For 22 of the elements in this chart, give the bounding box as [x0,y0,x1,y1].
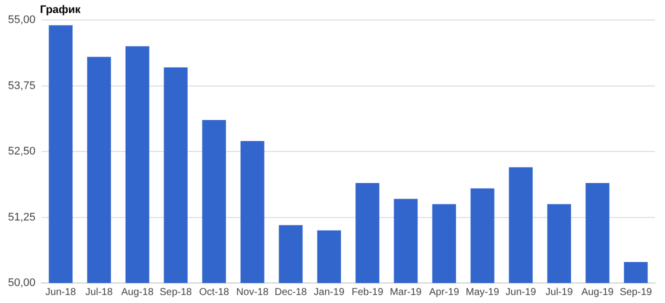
x-tick-label: Aug-18 [121,286,154,298]
y-tick-label: 50,00 [8,277,36,290]
x-tick-label: Oct-18 [199,286,230,298]
x-tick-label: Jul-19 [546,286,574,298]
x-tick-label: Mar-19 [390,286,422,298]
x-tick-label: Jul-18 [85,286,114,298]
chart-title: График [40,4,81,16]
x-tick-label: Feb-19 [352,286,384,298]
x-tick-label: Sep-19 [620,286,652,298]
x-tick-label: Aug-19 [581,286,614,298]
x-tick-label: Apr-19 [429,286,460,298]
y-tick-label: 52,50 [8,146,36,158]
y-tick-label: 53,75 [8,80,36,92]
x-tick-label: Nov-18 [236,286,269,298]
x-tick-label: Sep-18 [160,286,192,298]
x-tick-label: May-19 [466,286,500,298]
x-tick-label: Jun-19 [506,286,537,298]
x-tick-label: Jan-19 [314,286,345,298]
x-tick-label: Jun-18 [45,286,76,298]
x-tick-label: Dec-18 [274,286,308,298]
y-tick-label: 55,00 [8,14,36,26]
y-tick-label: 51,25 [8,211,36,224]
